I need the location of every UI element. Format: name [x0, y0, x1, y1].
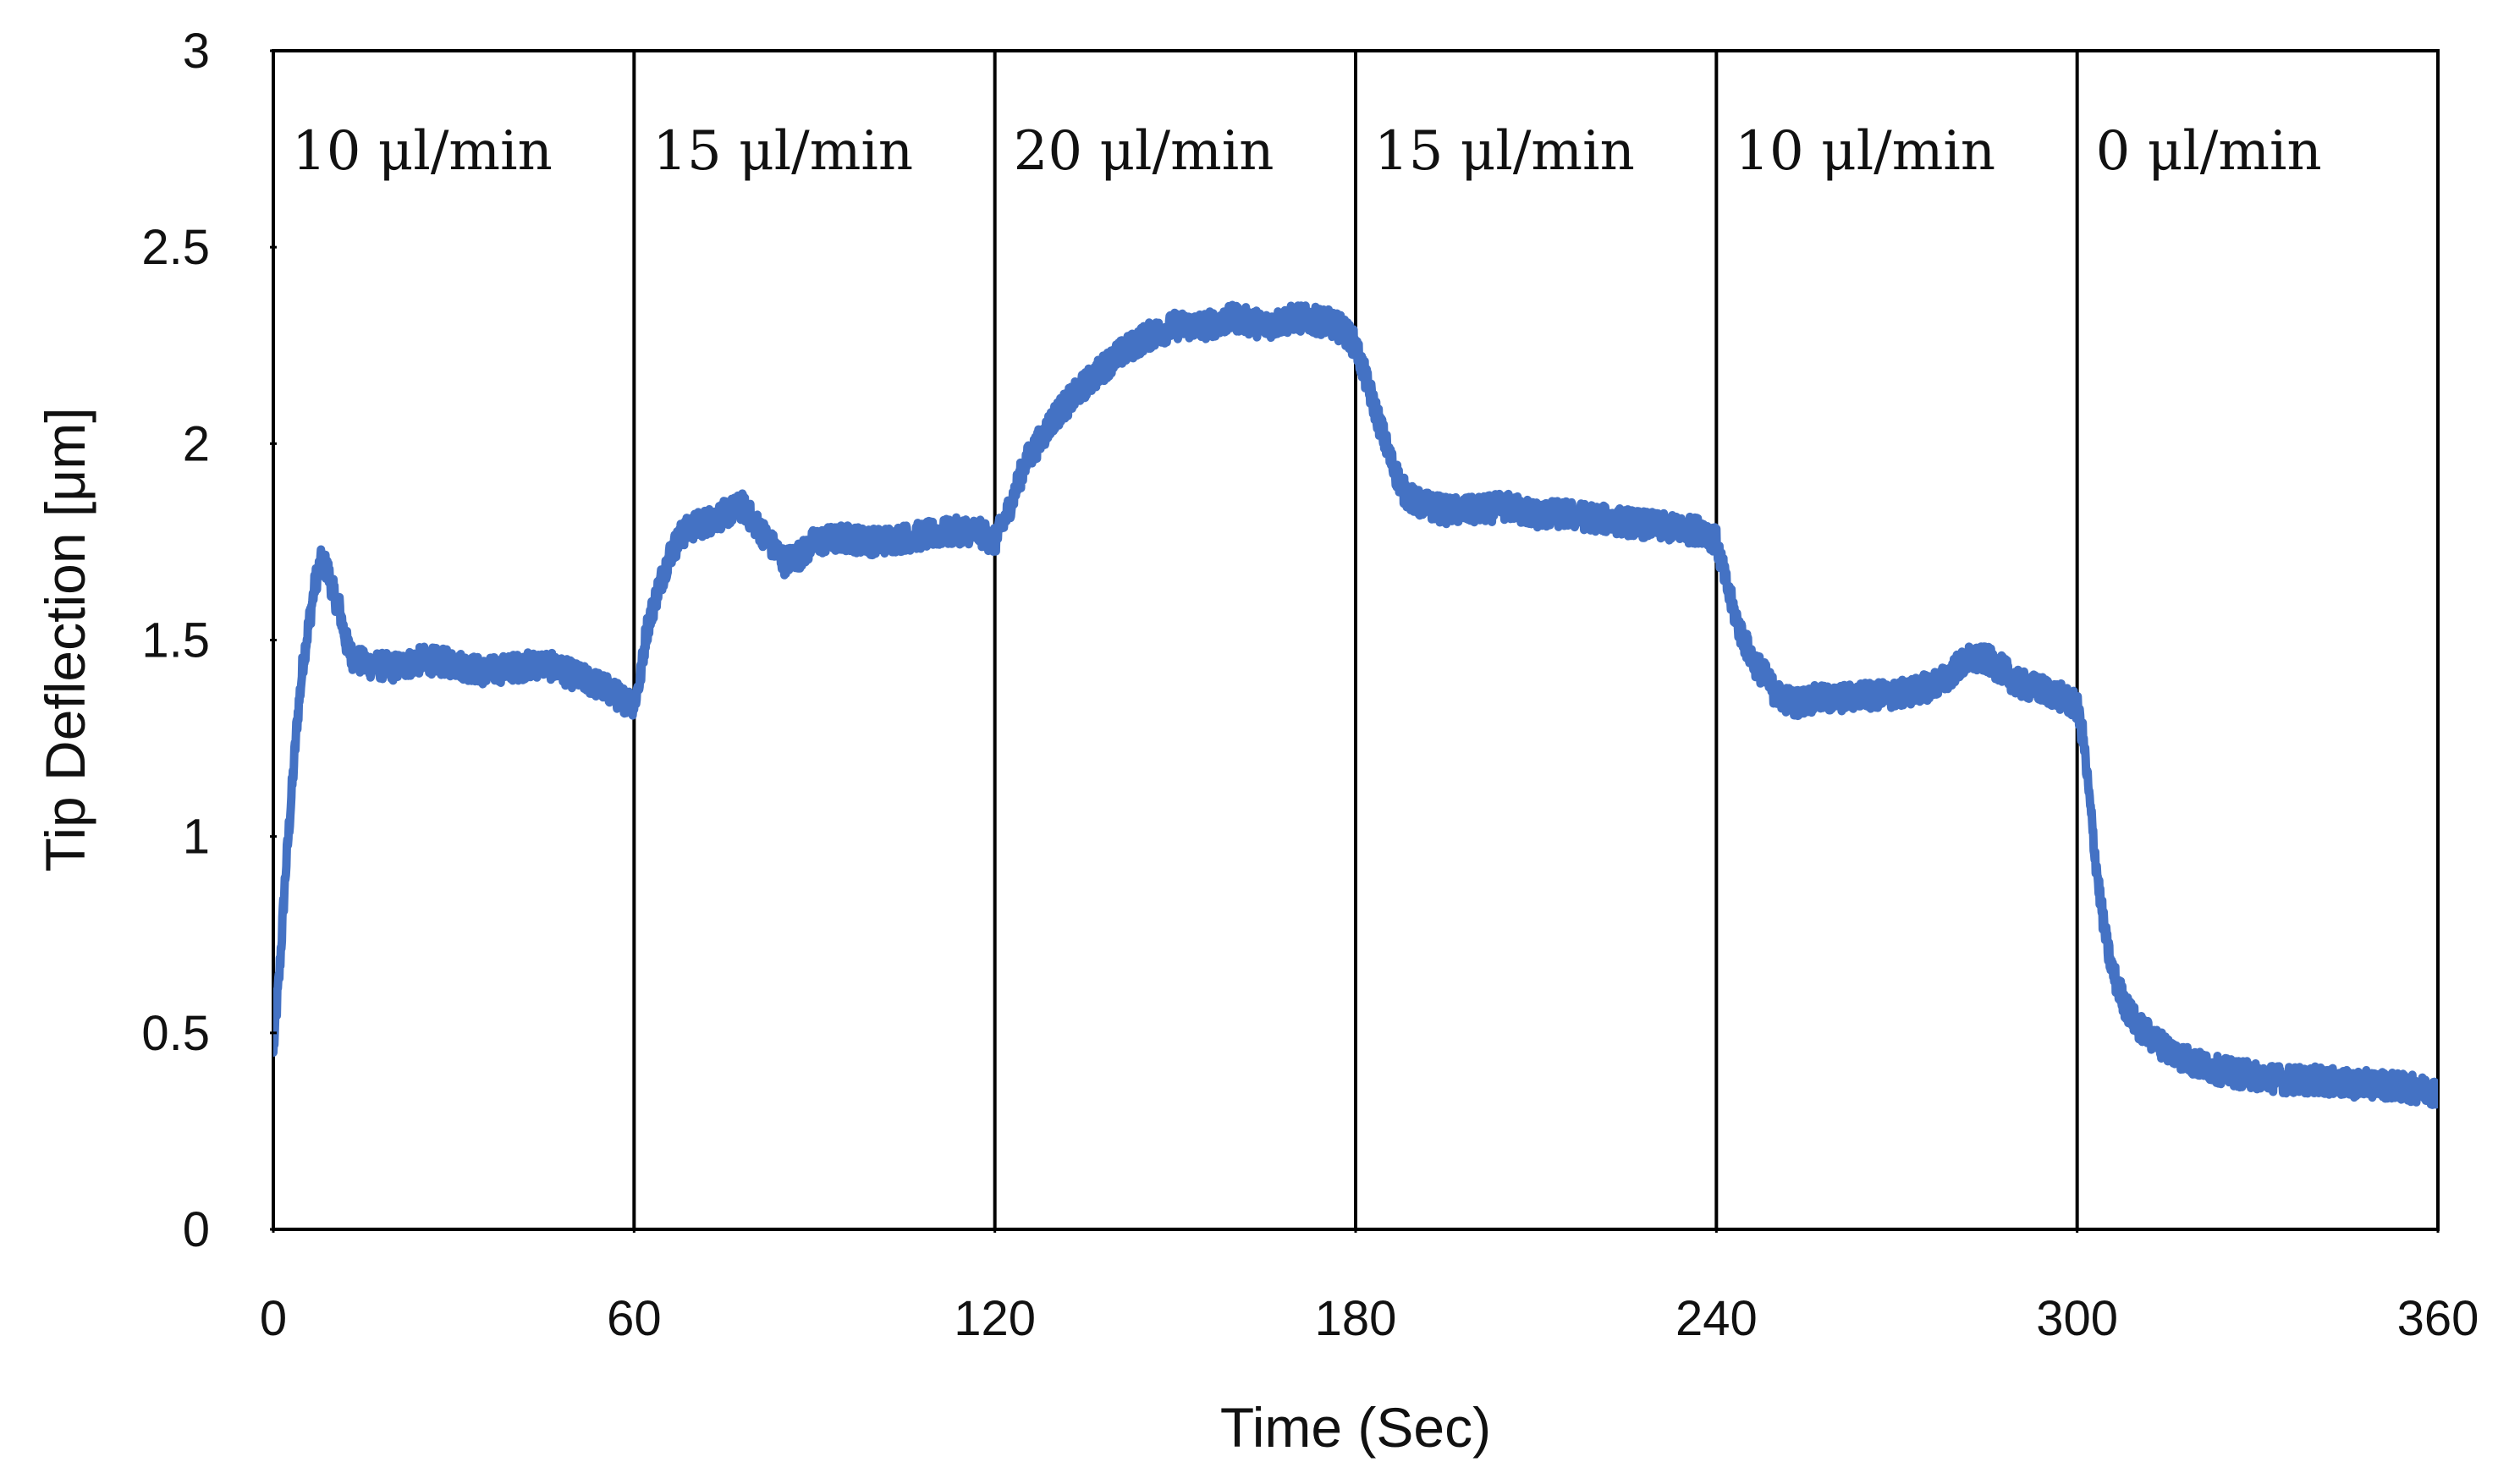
region-label-5: 0 μl/min — [2096, 120, 2322, 183]
region-label-4: 10 μl/min — [1735, 120, 1995, 183]
series-layer — [273, 300, 2438, 1109]
y-tick-label-0: 0 — [183, 1202, 210, 1257]
region-labels: 10 μl/min 15 μl/min 20 μl/min 15 μl/min 10 μ… — [292, 120, 2322, 183]
x-tick-label-1: 60 — [607, 1291, 662, 1346]
region-label-3: 15 μl/min — [1374, 120, 1635, 183]
x-tick-label-0: 0 — [260, 1291, 287, 1346]
x-tick-label-5: 300 — [2036, 1291, 2118, 1346]
y-tick-label-3: 1.5 — [141, 613, 210, 668]
region-divider-lines — [632, 51, 2079, 1229]
x-axis-title: Time (Sec) — [1220, 1396, 1491, 1459]
y-axis-title: Tip Deflection [μm] — [34, 407, 96, 871]
region-label-0: 10 μl/min — [292, 120, 553, 183]
y-tick-label-5: 2.5 — [141, 220, 210, 275]
x-tick-label-4: 240 — [1675, 1291, 1758, 1346]
x-axis: 0 60 120 180 240 300 360 — [260, 1226, 2479, 1346]
y-axis: 0 0.5 1 1.5 2 2.5 3 — [141, 24, 277, 1257]
region-label-2: 20 μl/min — [1014, 120, 1274, 183]
y-tick-label-1: 0.5 — [141, 1006, 210, 1061]
y-tick-label-4: 2 — [183, 416, 210, 471]
x-tick-label-2: 120 — [954, 1291, 1036, 1346]
y-tick-label-6: 3 — [183, 24, 210, 79]
y-tick-label-2: 1 — [183, 810, 210, 865]
x-tick-label-3: 180 — [1315, 1291, 1397, 1346]
series-line-0 — [273, 300, 2438, 1109]
x-tick-label-6: 360 — [2397, 1291, 2479, 1346]
region-label-1: 15 μl/min — [652, 120, 913, 183]
